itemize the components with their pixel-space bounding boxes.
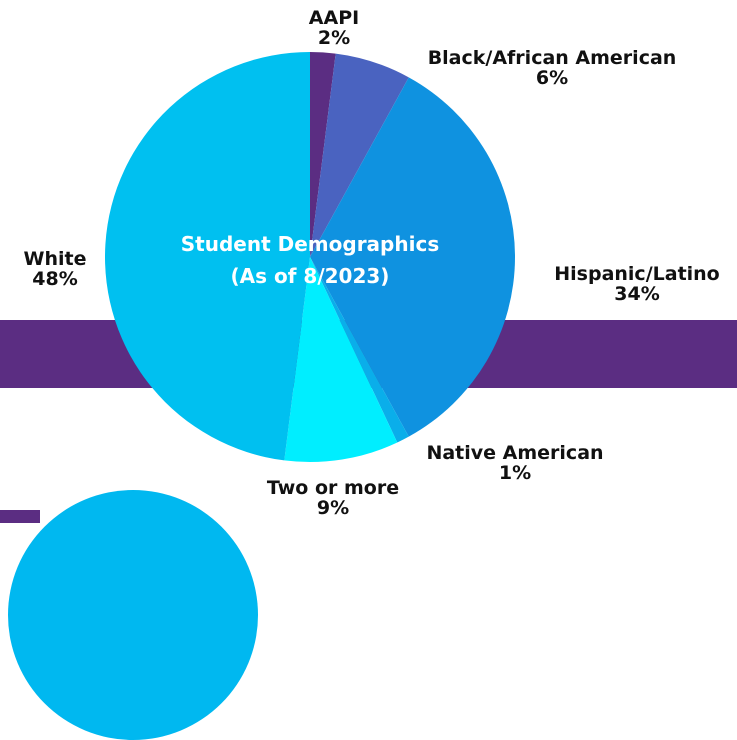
pie-slice-white	[104, 52, 310, 461]
pie-slice-aapi	[310, 52, 336, 257]
slice-value-label: 1%	[498, 462, 532, 484]
slice-label-native-american: Native American 1%	[426, 443, 603, 483]
slice-label-text: Hispanic/Latino	[554, 263, 720, 285]
slice-label-text: Two or more	[266, 477, 400, 499]
slice-value-label: 48%	[32, 268, 78, 290]
slice-label-white: White 48%	[24, 249, 87, 289]
slice-label-text: Native American	[426, 442, 604, 464]
slice-label-two-or-more: Two or more 9%	[267, 478, 399, 518]
slice-value-label: 9%	[316, 497, 350, 519]
slice-value-label: 34%	[614, 283, 660, 305]
pie-chart	[104, 52, 515, 462]
pie-slice-two-or-more	[284, 257, 398, 462]
slice-label-aapi: AAPI 2%	[309, 8, 359, 48]
slice-label-text: Black/African American	[427, 47, 677, 69]
slice-label-text: AAPI	[308, 7, 360, 29]
slice-label-hispanic-latino: Hispanic/Latino 34%	[554, 264, 720, 304]
chart-subtitle: (As of 8/2023)	[230, 264, 390, 288]
slice-label-black-african-american: Black/African American 6%	[428, 48, 677, 88]
pie-slice-black-african-american	[310, 53, 409, 257]
chart-title-block: Student Demographics (As of 8/2023)	[181, 228, 439, 292]
pie-slice-hispanic-latino	[310, 77, 515, 437]
decorative-circle	[8, 490, 258, 740]
decorative-band-corner	[0, 510, 40, 523]
chart-title: Student Demographics	[180, 232, 440, 256]
slice-value-label: 2%	[317, 27, 351, 49]
pie-slice-native-american	[310, 257, 409, 443]
slice-value-label: 6%	[535, 67, 569, 89]
slice-label-text: White	[23, 248, 87, 270]
